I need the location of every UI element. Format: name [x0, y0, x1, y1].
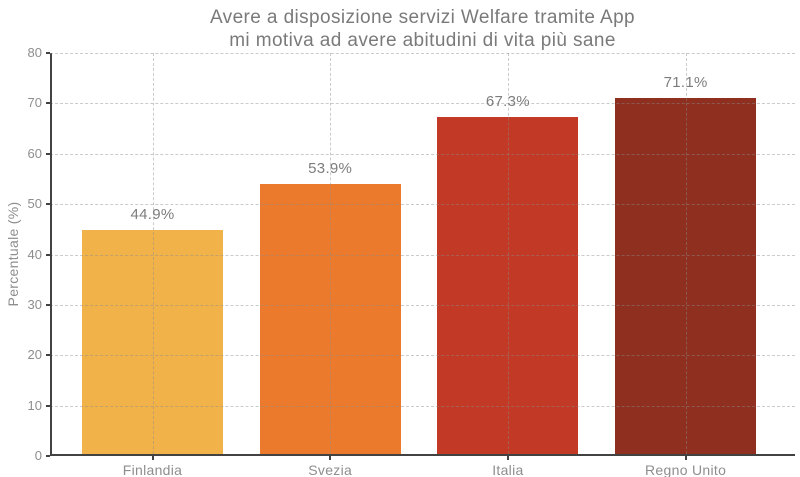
y-tick-mark-80: [46, 52, 50, 54]
x-tick-label-finlandia: Finlandia: [122, 462, 183, 477]
y-tick-mark-70: [46, 102, 50, 105]
bar-value-label-finlandia: 44.9%: [130, 205, 175, 223]
chart-title-line-1: Avere a disposizione servizi Welfare tra…: [209, 7, 636, 28]
v-gridline-finlandia: [152, 53, 154, 454]
h-gridline-20: [50, 355, 795, 357]
bar-value-label-regno-unito: 71.1%: [663, 73, 708, 91]
chart-title-line-2: mi motiva ad avere abitudini di vita più…: [229, 30, 616, 51]
v-gridline-regno-unito: [685, 53, 687, 454]
bar-italia: [437, 116, 579, 456]
h-gridline-80: [50, 53, 795, 54]
x-tick-mark-svezia: [329, 456, 332, 460]
y-tick-mark-50: [46, 203, 50, 206]
y-axis-spine: [50, 53, 52, 456]
y-tick-label-20: 20: [27, 347, 42, 363]
y-tick-label-0: 0: [34, 448, 42, 463]
h-gridline-30: [50, 304, 795, 306]
h-gridline-70: [50, 103, 795, 105]
bar-value-label-svezia: 53.9%: [308, 160, 353, 178]
y-tick-mark-60: [46, 152, 50, 155]
v-gridline-italia: [507, 53, 509, 454]
bar-finlandia: [82, 229, 223, 456]
y-tick-label-80: 80: [27, 45, 42, 60]
bar-regno-unito: [615, 97, 757, 456]
chart-title: Avere a disposizione servizi Welfare tra…: [50, 6, 795, 52]
y-tick-mark-40: [46, 253, 50, 256]
x-tick-label-svezia: Svezia: [308, 462, 353, 477]
x-tick-label-italia: Italia: [492, 462, 524, 477]
x-tick-mark-regno-unito: [684, 456, 687, 460]
y-tick-label-40: 40: [27, 246, 42, 262]
h-gridline-40: [50, 254, 795, 256]
v-gridline-svezia: [330, 53, 332, 454]
y-tick-mark-0: [46, 455, 50, 457]
h-gridline-50: [50, 204, 795, 206]
y-tick-mark-30: [46, 303, 50, 306]
x-tick-label-regno-unito: Regno Unito: [645, 462, 727, 477]
x-tick-mark-italia: [506, 456, 509, 460]
y-tick-label-50: 50: [27, 196, 42, 212]
plot-area: 44.9% 53.9% 67.3% 71.1%: [50, 53, 795, 456]
h-gridline-10: [50, 405, 795, 407]
y-tick-label-30: 30: [27, 296, 42, 312]
bar-value-label-italia: 67.3%: [485, 92, 530, 110]
y-tick-label-70: 70: [27, 95, 42, 111]
y-tick-label-10: 10: [27, 397, 42, 413]
y-tick-mark-20: [46, 354, 50, 357]
y-tick-label-60: 60: [27, 145, 42, 161]
bar-svezia: [259, 184, 401, 456]
y-tick-mark-10: [46, 404, 50, 407]
x-tick-mark-finlandia: [151, 456, 154, 460]
x-axis-spine: [50, 454, 795, 456]
h-gridline-60: [50, 153, 795, 155]
